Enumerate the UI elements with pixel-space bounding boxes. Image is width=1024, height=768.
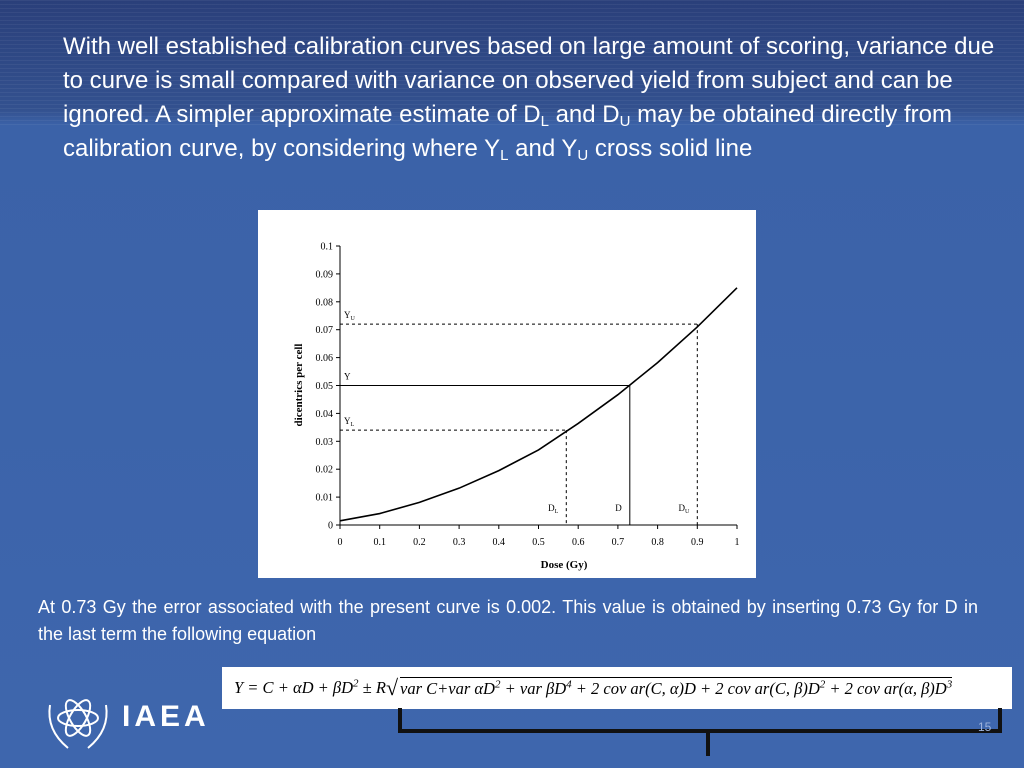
label-text: Y (344, 372, 351, 382)
supscript: 4 (566, 678, 572, 691)
subscript: U (619, 113, 631, 130)
label-text: D (678, 503, 685, 513)
x-tick-label: 0.4 (493, 537, 506, 548)
y-tick-label: 0.08 (316, 297, 334, 308)
label-sub: L (351, 422, 355, 428)
label-sub: L (555, 509, 559, 515)
x-tick-label: 1 (735, 537, 740, 548)
text-run: + var βD (500, 679, 567, 698)
text-run: + 2 cov ar(C, α)D + 2 cov ar(C, β)D (571, 679, 820, 698)
y-tick-label: 0.06 (316, 353, 334, 364)
y-tick-label: 0 (328, 521, 333, 532)
y-tick-label: 0.09 (316, 269, 334, 280)
y-tick-label: 0.04 (316, 409, 334, 420)
supscript: 2 (353, 677, 359, 690)
logo-emblem (48, 699, 108, 749)
page-number: 15 (978, 720, 992, 734)
dose-label: DU (678, 503, 690, 515)
y-tick-label: 0.1 (321, 242, 334, 253)
text-run: and D (548, 101, 620, 128)
label-text: Y (344, 416, 351, 426)
x-tick-label: 0.9 (691, 537, 704, 548)
x-tick-label: 0 (338, 537, 343, 548)
label-sub: U (685, 509, 690, 515)
text-run: + 2 cov ar(α, β)D (825, 679, 947, 698)
header-band (0, 0, 1024, 125)
text-run: may be obtained directly from calibratio… (63, 101, 952, 162)
x-tick-label: 0.5 (532, 537, 545, 548)
subscript: L (500, 147, 509, 164)
dose-label: D (615, 503, 622, 513)
supscript: 2 (819, 678, 826, 691)
bracket (398, 708, 1002, 733)
x-tick-label: 0.2 (413, 537, 426, 548)
y-tick-label: 0.01 (316, 493, 334, 504)
note: At 0.73 Gy the error associated with the… (38, 597, 978, 644)
level-label: YU (344, 310, 356, 322)
x-axis-title: Dose (Gy) (541, 559, 588, 571)
text-run: var C+var αD (400, 679, 495, 698)
label-text: D (615, 503, 622, 513)
logo: IAEA (122, 700, 210, 733)
equation-radicand: var C+var αD2 + var βD4 + 2 cov ar(C, α)… (400, 677, 953, 699)
heading: With well established calibration curves… (63, 30, 998, 166)
y-tick-label: 0.07 (316, 325, 334, 336)
text-run: With well established calibration curves… (63, 33, 995, 128)
text-run: ± R (358, 678, 386, 697)
y-tick-label: 0.05 (316, 381, 334, 392)
calibration-curve (339, 287, 738, 522)
level-label: Y (344, 372, 351, 382)
y-tick-label: 0.02 (316, 465, 334, 476)
x-tick-label: 0.3 (453, 537, 466, 548)
equation-lhs: Y = C + αD + βD2 ± R (234, 678, 386, 698)
x-tick-label: 0.8 (651, 537, 664, 548)
x-tick-label: 0.6 (572, 537, 585, 548)
label-text: Y (344, 310, 351, 320)
y-axis-title: dicentrics per cell (293, 344, 305, 427)
sqrt-sign: √ (385, 675, 399, 700)
x-tick-label: 0.1 (373, 537, 386, 548)
supscript: 3 (946, 678, 953, 691)
label-sub: U (351, 316, 356, 322)
text-run: and Y (508, 135, 578, 162)
label-text: D (548, 503, 555, 513)
supscript: 2 (494, 678, 501, 691)
chart: Dose (Gy) dicentrics per cell 0 0.01 0.02 0… (258, 210, 756, 578)
x-tick-label: 0.7 (612, 537, 625, 548)
y-tick-label: 0.03 (316, 437, 334, 448)
subscript: U (577, 147, 589, 164)
dose-label: DL (548, 503, 559, 515)
text-run: cross solid line (588, 135, 753, 162)
equation: Y = C + αD + βD2 ± R √ var C+var αD2 + var… (222, 667, 1012, 709)
subscript: L (540, 113, 549, 130)
text-run: Y = C + αD + βD (234, 678, 354, 697)
level-label: YL (344, 416, 355, 428)
